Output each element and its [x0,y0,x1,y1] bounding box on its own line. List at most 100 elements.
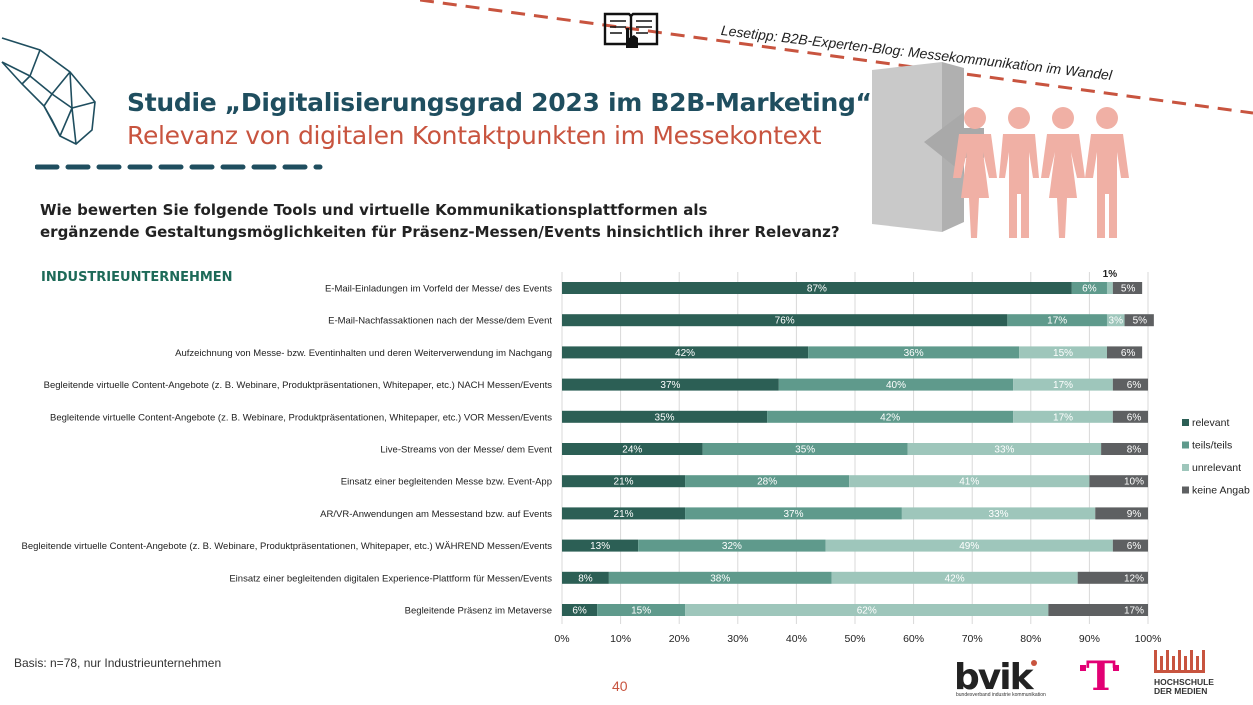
bar-value-label: 6% [572,606,587,617]
bar-value-label: 42% [675,348,695,359]
legend-label: relevant [1192,417,1229,429]
telekom-logo-text: T [1086,653,1116,698]
bar-segment [638,539,826,552]
bar-segment [562,378,779,391]
bar-value-label: 8% [1127,445,1142,456]
bar-value-label: 76% [775,316,795,327]
category-label: Aufzeichnung von Messe- bzw. Eventinhalt… [175,348,552,359]
legend-label: unrelevant [1192,462,1241,474]
bar-segment [562,604,598,616]
bar-value-label: 37% [660,380,680,391]
x-tick-label: 0% [554,633,569,645]
telekom-logo: T [1080,653,1119,698]
category-label: Begleitende virtuelle Content-Angebote (… [50,412,552,423]
category-label: Einsatz einer begleitenden digitalen Exp… [229,573,552,584]
bar-segment [1106,314,1125,327]
x-tick-label: 40% [786,633,807,645]
bar-value-label: 49% [959,541,979,552]
bar-value-label: 6% [1127,541,1142,552]
book-with-pointer-icon[interactable] [602,8,660,50]
bar-segment [562,314,1008,327]
bar-segment [1013,378,1113,391]
survey-question-line-1: Wie bewerten Sie folgende Tools und virt… [40,201,708,219]
dashed-accent-line [420,0,1253,115]
x-tick-label: 100% [1135,633,1162,645]
bar-segment [1106,282,1113,294]
legend-swatch [1182,464,1189,471]
bar-segment [1089,475,1148,488]
category-label: Begleitende virtuelle Content-Angebote (… [44,380,553,391]
bar-value-label: 10% [1124,477,1144,488]
category-label: E-Mail-Einladungen im Vorfeld der Messe/… [325,284,552,295]
x-tick-label: 90% [1079,633,1100,645]
x-tick-label: 70% [962,633,983,645]
x-tick-label: 50% [844,633,865,645]
bar-value-label: 6% [1121,348,1136,359]
bar-value-label: 35% [795,445,815,456]
bar-value-label: 13% [590,541,610,552]
bar-value-label: 87% [807,284,827,295]
bar-value-label: 32% [722,541,742,552]
bar-value-label: 15% [1053,348,1073,359]
category-label: Begleitende virtuelle Content-Angebote (… [21,541,552,552]
bar-segment [562,507,686,520]
bar-value-label: 17% [1047,316,1067,327]
bar-segment [1124,314,1154,327]
door-arrow-icon [872,62,984,232]
bar-value-label: 21% [614,509,634,520]
bar-segment [562,282,1072,294]
bar-segment [1101,443,1148,455]
survey-question-line-2: ergänzende Gestaltungsmöglichkeiten für … [40,223,840,241]
category-label: AR/VR-Anwendungen am Messestand bzw. auf… [320,509,552,520]
annotation-label: 1% [1103,269,1118,280]
category-label: Live-Streams von der Messe/ dem Event [380,445,552,456]
bar-segment [562,346,809,359]
bar-value-label: 8% [578,573,593,584]
bar-segment [1112,539,1148,552]
category-label: Begleitende Präsenz im Metaverse [405,606,552,617]
bar-segment [562,539,639,552]
bar-value-label: 6% [1127,412,1142,423]
legend-label: teils/teils [1192,440,1232,452]
bar-segment [1007,314,1107,327]
legend-swatch [1182,419,1189,426]
bar-segment [1013,410,1113,423]
bar-segment [1112,282,1143,294]
bar-value-label: 33% [994,445,1014,456]
survey-question: Wie bewerten Sie folgende Tools und virt… [40,199,840,243]
segment-label: INDUSTRIEUNTERNEHMEN [41,270,233,285]
bar-value-label: 42% [880,412,900,423]
bar-segment [778,378,1014,391]
bvik-logo: bvik [954,657,1037,698]
hdm-line-1: HOCHSCHULE [1154,677,1214,687]
bar-segment [901,507,1096,520]
brain-network-icon [1,37,96,145]
page-number: 40 [612,678,628,694]
bvik-logo-text: bvik [954,657,1035,698]
bar-segment [685,475,850,488]
bar-segment [597,604,686,616]
hdm-logo [1154,650,1205,673]
bar-segment [831,571,1078,584]
bar-segment [1019,346,1107,359]
bar-segment [849,475,1090,488]
bar-value-label: 5% [1133,316,1148,327]
category-label: E-Mail-Nachfassaktionen nach der Messe/d… [328,316,552,327]
bar-segment [685,604,1049,616]
bar-value-label: 17% [1124,606,1144,617]
bar-value-label: 41% [959,477,979,488]
bar-segment [1106,346,1143,359]
bar-segment [562,475,686,488]
bar-segment [808,346,1020,359]
x-tick-label: 60% [903,633,924,645]
x-tick-label: 30% [727,633,748,645]
hdm-line-2: DER MEDIEN [1154,686,1208,696]
bar-value-label: 24% [622,445,642,456]
bvik-subtitle: bundesverband industrie kommunikation [956,692,1046,698]
bar-value-label: 17% [1053,380,1073,391]
legend-label: keine Angab [1192,485,1250,497]
legend-swatch [1182,486,1189,494]
bar-value-label: 33% [989,509,1009,520]
bar-segment [562,443,703,455]
bar-segment [1112,410,1148,423]
